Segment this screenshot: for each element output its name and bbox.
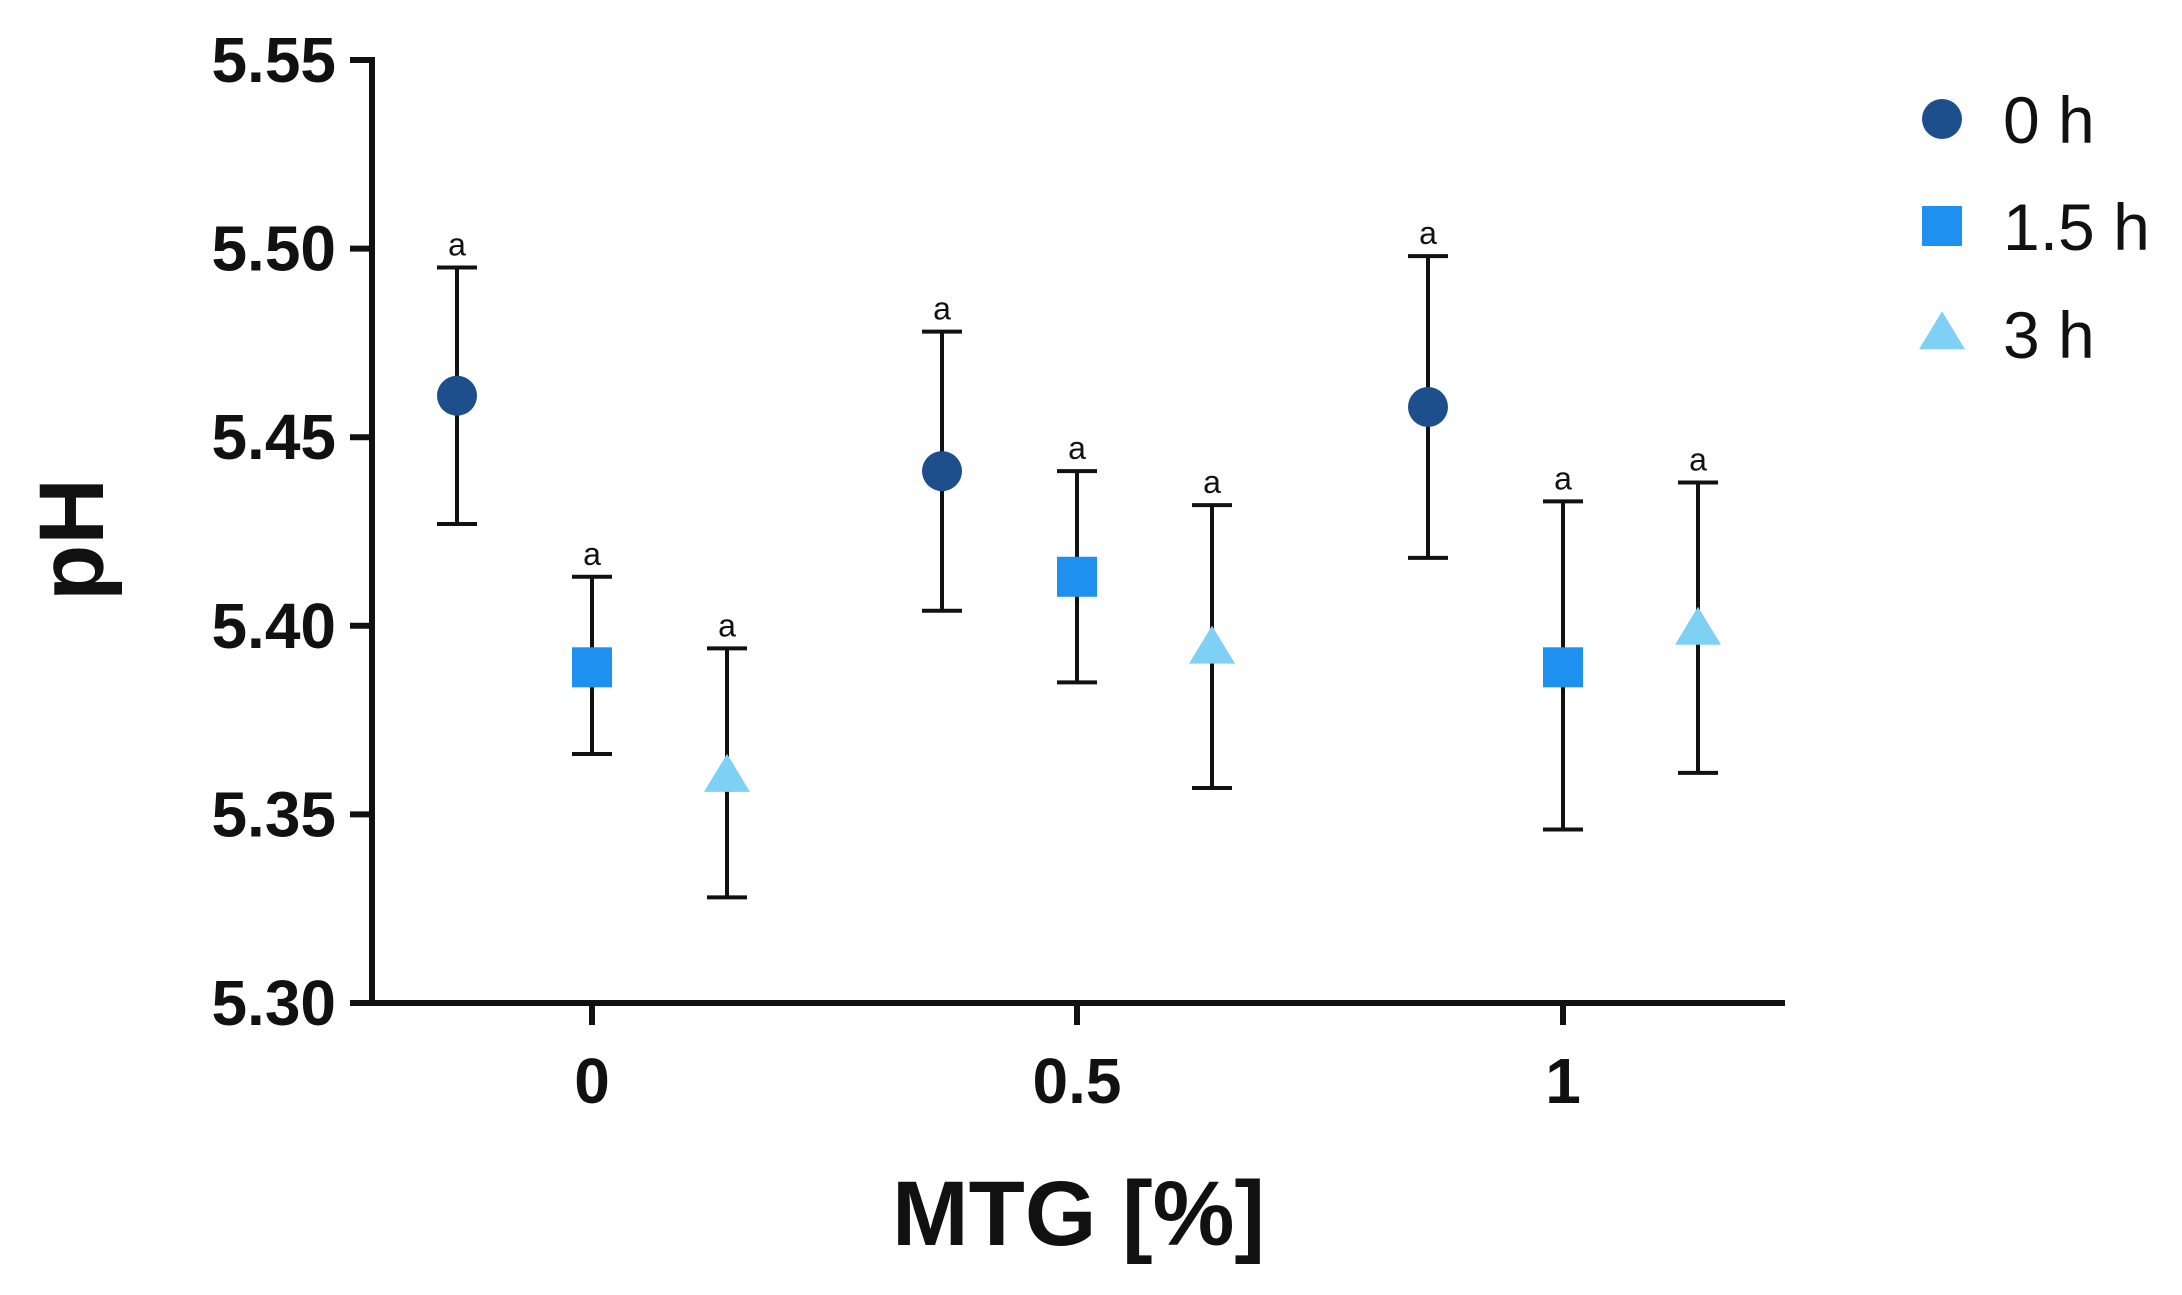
y-tick-label: 5.40	[211, 590, 336, 662]
data-point	[1189, 625, 1235, 664]
legend-item: 1.5 h	[1922, 190, 2150, 264]
significance-label: a	[933, 291, 951, 327]
x-tick-label: 0	[574, 1045, 610, 1117]
significance-label: a	[1068, 430, 1086, 466]
y-tick-label: 5.35	[211, 778, 336, 850]
series-3-h: a a a	[704, 441, 1721, 900]
data-point	[1543, 647, 1583, 688]
x-axis-title: MTG [%]	[892, 1163, 1265, 1265]
series-layer: a a a a a a a a a	[437, 215, 1721, 900]
series-0-h: a a a	[437, 215, 1448, 613]
legend-marker	[1922, 206, 1962, 246]
significance-label: a	[1689, 441, 1707, 477]
y-tick-label: 5.45	[211, 401, 336, 473]
legend-item: 3 h	[1919, 298, 2095, 372]
significance-label: a	[448, 226, 466, 262]
legend-marker	[1922, 99, 1962, 139]
y-tick-label: 5.50	[211, 213, 336, 285]
data-point	[922, 451, 962, 492]
legend-item: 0 h	[1922, 83, 2095, 157]
y-tick-label: 5.30	[211, 967, 336, 1039]
x-tick-label: 0.5	[1033, 1045, 1122, 1117]
significance-label: a	[1203, 464, 1221, 500]
series-1-5-h: a a a	[572, 430, 1583, 832]
x-ticks: 0 0.5 1	[574, 1003, 1581, 1117]
data-point	[437, 375, 477, 416]
significance-label: a	[718, 607, 736, 643]
data-point	[1057, 556, 1097, 597]
data-point	[704, 753, 750, 792]
data-point	[1408, 387, 1448, 428]
y-axis-title: pH	[21, 478, 123, 601]
significance-label: a	[583, 536, 601, 572]
significance-label: a	[1419, 215, 1437, 251]
legend-marker	[1919, 311, 1965, 350]
x-tick-label: 1	[1545, 1045, 1581, 1117]
legend-label: 3 h	[2003, 298, 2095, 372]
legend-label: 1.5 h	[2003, 190, 2150, 264]
significance-label: a	[1554, 460, 1572, 496]
data-point	[572, 647, 612, 688]
data-point	[1675, 606, 1721, 645]
legend: 0 h 1.5 h 3 h	[1919, 83, 2150, 372]
y-tick-label: 5.55	[211, 24, 336, 96]
y-ticks: 5.30 5.35 5.40 5.45 5.50 5.55	[211, 24, 372, 1039]
legend-label: 0 h	[2003, 83, 2095, 157]
